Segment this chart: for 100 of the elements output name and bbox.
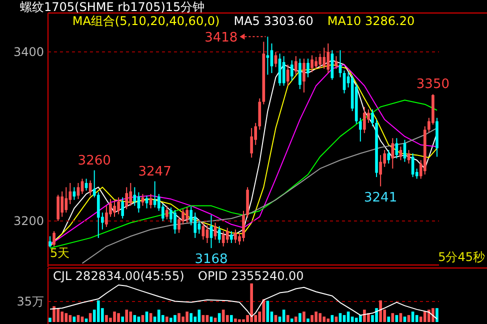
candlestick — [242, 210, 245, 242]
bar — [354, 318, 358, 322]
bar — [302, 312, 306, 322]
bar — [149, 313, 152, 322]
candlestick — [314, 56, 318, 70]
bar — [190, 313, 193, 322]
bar — [375, 308, 378, 322]
bar — [218, 313, 221, 322]
bar — [52, 306, 56, 322]
candlestick — [222, 230, 225, 247]
candlestick — [198, 220, 201, 234]
bar — [432, 308, 434, 322]
candlestick — [298, 58, 302, 90]
candlestick — [210, 214, 213, 249]
bar — [314, 312, 318, 322]
candlestick — [294, 56, 298, 76]
bar — [428, 310, 430, 322]
annotation: 5分45秒 — [438, 250, 485, 264]
candlestick — [194, 212, 197, 238]
bar — [238, 319, 241, 322]
bar — [170, 318, 172, 322]
bar — [387, 316, 390, 322]
candlestick — [64, 186, 68, 214]
text: OPID 2355240.00 — [198, 269, 304, 283]
candlestick — [117, 196, 120, 215]
bar — [222, 310, 225, 322]
bar — [60, 312, 64, 322]
bar — [96, 300, 100, 322]
bar — [294, 316, 298, 322]
bar — [338, 313, 342, 322]
bar — [210, 316, 213, 322]
bar — [84, 318, 88, 322]
bar — [230, 315, 233, 322]
bar — [262, 299, 266, 322]
bar — [423, 312, 426, 322]
ref-line-label: 35万 — [16, 294, 44, 309]
candlestick — [326, 42, 330, 74]
bar — [274, 315, 278, 322]
candlestick — [56, 194, 60, 222]
candlestick — [399, 146, 402, 161]
bar — [436, 308, 438, 322]
candlestick — [226, 227, 229, 244]
bar — [334, 316, 338, 322]
y-tick-label: 3200 — [13, 214, 44, 228]
candlestick — [121, 196, 124, 219]
candlestick — [149, 193, 152, 209]
bar — [407, 315, 410, 322]
candlestick — [286, 64, 290, 86]
text: MA10 3286.20 — [327, 14, 415, 28]
legend-title: MA组合(5,10,20,40,60,0) — [72, 14, 220, 28]
bar — [125, 310, 128, 322]
bar — [64, 313, 68, 322]
candlestick — [129, 182, 132, 206]
bar — [363, 310, 366, 322]
bar — [391, 313, 394, 322]
annotation: 3247 — [138, 164, 172, 180]
candlestick — [306, 58, 310, 78]
candlestick — [395, 138, 398, 159]
bar — [403, 316, 406, 322]
candlestick — [186, 206, 188, 224]
bar — [290, 318, 294, 322]
bar — [242, 319, 245, 322]
candlestick — [371, 108, 374, 127]
bar — [234, 318, 237, 322]
candlestick — [358, 117, 362, 142]
candlestick — [52, 230, 56, 247]
bar — [198, 310, 201, 322]
bar — [310, 315, 314, 322]
bar — [342, 315, 346, 322]
candlestick — [250, 128, 253, 158]
bar — [88, 313, 92, 322]
bar — [56, 308, 60, 322]
bar — [415, 315, 418, 322]
bar — [113, 312, 116, 322]
annotation: 3260 — [78, 153, 111, 168]
candlestick — [270, 42, 274, 74]
bar — [129, 312, 132, 322]
candlestick — [105, 205, 108, 228]
bar — [250, 283, 253, 322]
bar — [178, 313, 180, 322]
candlestick — [113, 199, 116, 218]
candlestick — [96, 192, 100, 238]
candlestick — [125, 186, 128, 210]
bar — [399, 313, 402, 322]
bar — [72, 316, 76, 322]
bar — [76, 315, 80, 322]
candlestick — [403, 139, 406, 162]
candlestick — [230, 230, 233, 244]
candlestick — [48, 236, 52, 248]
candlestick — [88, 180, 92, 196]
bar — [379, 300, 382, 322]
candlestick — [60, 190, 64, 218]
bar — [80, 316, 84, 322]
bar — [206, 315, 209, 322]
candlestick — [334, 56, 338, 70]
candlestick — [322, 47, 326, 70]
bar — [174, 315, 176, 322]
bar — [395, 315, 398, 322]
bar — [286, 315, 290, 322]
candlestick — [145, 195, 148, 209]
